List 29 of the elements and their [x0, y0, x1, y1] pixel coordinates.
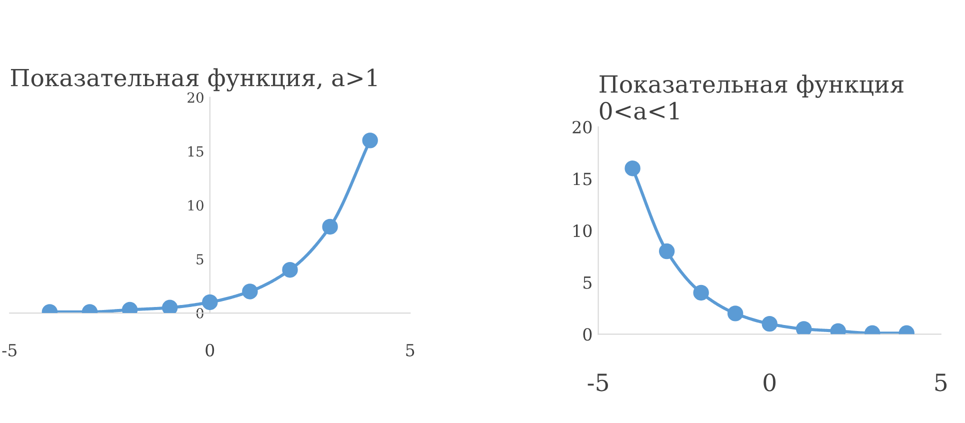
- y-tick-label: 5: [196, 254, 204, 265]
- y-tick-label: 10: [188, 200, 204, 211]
- x-tick-label: 5: [935, 374, 947, 392]
- x-tick-label: 0: [764, 373, 776, 392]
- y-tick-label: 10: [574, 224, 592, 238]
- point: [658, 243, 675, 260]
- point: [162, 300, 178, 314]
- point: [202, 294, 218, 310]
- y-tick-label: 15: [574, 172, 592, 186]
- y-tick-label: 20: [188, 92, 204, 103]
- y-tick-label: 5: [584, 276, 592, 289]
- y-tick-label: 15: [188, 146, 204, 157]
- chart-title: Показательная функция, a>1: [10, 68, 377, 92]
- x-tick-label: 5: [406, 344, 414, 356]
- y-tick-label: 20: [572, 120, 592, 134]
- point: [796, 321, 812, 334]
- point: [242, 284, 258, 300]
- y-tick-label: 0: [583, 328, 592, 341]
- point: [362, 132, 378, 148]
- point: [762, 316, 778, 332]
- chart-title: Показательная функция 0<a<1: [600, 74, 904, 120]
- point: [727, 306, 744, 322]
- x-tick-label: -5: [588, 374, 608, 392]
- x-tick-label: 0: [206, 344, 214, 356]
- x-tick-label: -5: [2, 344, 16, 356]
- point: [624, 160, 640, 176]
- point: [693, 284, 709, 301]
- point: [282, 262, 298, 278]
- point: [322, 218, 338, 235]
